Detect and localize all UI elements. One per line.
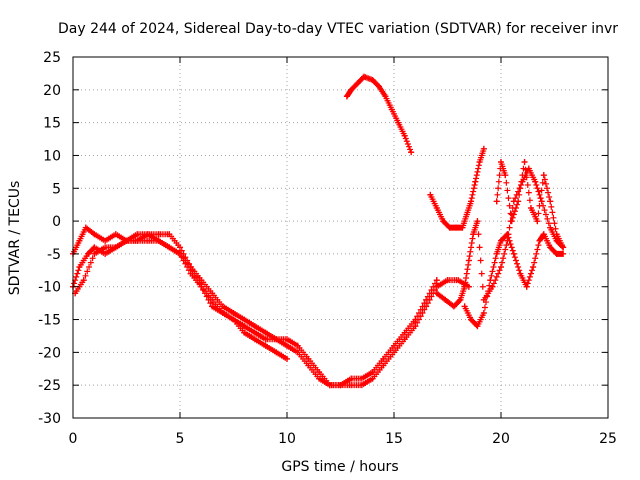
y-tick-label: 5: [52, 181, 61, 197]
x-tick-label: 20: [492, 431, 510, 447]
x-tick-label: 10: [278, 431, 296, 447]
chart-title: Day 244 of 2024, Sidereal Day-to-day VTE…: [58, 21, 618, 37]
y-tick-label: 25: [43, 50, 61, 66]
series-track-h: [493, 159, 567, 251]
series-track-c: [72, 231, 290, 362]
y-tick-label: -5: [47, 247, 61, 263]
data-points: [70, 73, 567, 389]
x-tick-label: 0: [69, 431, 78, 447]
series-markers: [427, 145, 487, 231]
series-markers: [461, 231, 567, 330]
x-tick-label: 25: [599, 431, 617, 447]
series-markers: [493, 159, 567, 251]
series-track-g: [461, 231, 567, 330]
y-tick-label: -25: [38, 378, 61, 394]
y-tick-label: 0: [52, 214, 61, 230]
x-tick-label: 5: [176, 431, 185, 447]
series-track-e: [427, 145, 487, 231]
x-tick-label: 15: [385, 431, 403, 447]
y-tick-label: -15: [38, 313, 61, 329]
series-track-d: [343, 73, 415, 156]
y-tick-label: 10: [43, 148, 61, 164]
y-tick-label: 15: [43, 116, 61, 132]
series-markers: [72, 231, 290, 362]
y-tick-label: -20: [38, 345, 61, 361]
y-tick-label: 20: [43, 83, 61, 99]
series-markers: [343, 73, 415, 156]
axis-ticks: 0 5 10 15 20 25 -30 -25 -20 -15 -10 -5 0 5 10 15 20 25: [38, 50, 617, 447]
y-tick-label: -30: [38, 411, 61, 427]
y-axis-label: SDTVAR / TECUs: [7, 181, 23, 296]
x-axis-label: GPS time / hours: [281, 459, 398, 475]
y-tick-label: -10: [38, 280, 61, 296]
plot-frame: [72, 56, 609, 419]
